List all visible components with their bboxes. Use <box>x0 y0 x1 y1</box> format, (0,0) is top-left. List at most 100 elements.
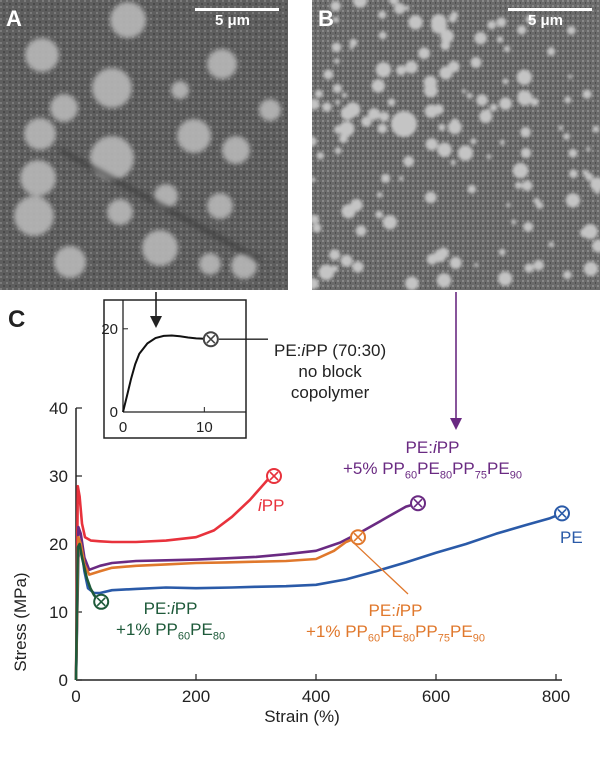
connector-a-arrow <box>150 316 162 328</box>
particle <box>547 47 556 56</box>
particle <box>405 276 419 290</box>
inset-x-tick-label: 0 <box>119 419 127 436</box>
particle <box>485 108 491 114</box>
particle <box>391 111 417 137</box>
particle <box>442 248 448 254</box>
particle <box>424 191 437 204</box>
particle <box>332 16 339 23</box>
particle <box>374 110 379 116</box>
particle <box>497 271 513 286</box>
scale-bar-a <box>195 8 279 11</box>
inset-series-line <box>122 334 211 413</box>
particle <box>563 133 570 140</box>
label-pp-block-5pct: PE:iPP +5% PP60PE80PP75PE90 <box>343 438 522 482</box>
particle <box>329 249 341 261</box>
particle <box>467 184 477 194</box>
y-axis-title: Stress (MPa) <box>11 572 30 671</box>
y-tick-label: 40 <box>49 399 68 418</box>
particle <box>334 125 343 134</box>
particle <box>403 156 415 167</box>
x-tick-label: 800 <box>542 687 570 706</box>
particle <box>476 94 488 106</box>
particle <box>565 193 581 208</box>
inset-chart: 0 10 0 20 <box>101 299 268 439</box>
particle <box>323 69 334 80</box>
particle <box>461 89 467 94</box>
particle <box>474 262 479 268</box>
inset-y-tick-label: 20 <box>101 321 118 338</box>
particle <box>582 89 592 99</box>
particle <box>564 96 572 104</box>
particle <box>332 83 342 94</box>
particle <box>355 225 367 237</box>
particle <box>512 162 529 179</box>
particle <box>586 147 591 152</box>
scale-label-b: 5 μm <box>528 12 564 29</box>
panel-letter-b: B <box>318 6 334 31</box>
particle <box>568 74 573 79</box>
y-tick-label: 30 <box>49 467 68 486</box>
particle <box>437 142 452 158</box>
end-marker-ipp <box>266 468 282 484</box>
particle <box>334 147 342 155</box>
connector-b-arrow <box>450 418 462 430</box>
particle <box>533 260 544 271</box>
x-tick-label: 200 <box>182 687 210 706</box>
micrograph-a: A 5 μm <box>0 0 288 290</box>
particle <box>426 253 438 265</box>
marker-cross <box>96 597 106 607</box>
particle <box>373 83 383 92</box>
micrograph-b-image <box>312 0 600 290</box>
particle <box>592 125 600 133</box>
particle <box>375 210 383 219</box>
particle <box>312 98 320 110</box>
x-tick-label: 400 <box>302 687 330 706</box>
particle <box>520 127 531 138</box>
particle <box>583 261 599 276</box>
series-line-pp_block <box>74 501 419 681</box>
particle <box>466 92 473 99</box>
particle <box>322 102 332 112</box>
panel-letter-c: C <box>8 306 26 333</box>
particle <box>352 261 364 273</box>
particle <box>594 188 600 194</box>
particle <box>563 270 572 280</box>
particle <box>338 134 348 144</box>
particle <box>395 65 407 76</box>
particle <box>349 45 354 50</box>
particle <box>451 118 459 125</box>
particle <box>518 90 523 96</box>
particle <box>582 169 589 176</box>
particle <box>457 145 474 161</box>
end-marker-pp_block <box>410 495 426 512</box>
particle <box>312 177 316 183</box>
particle <box>592 239 600 253</box>
marker-cross <box>413 498 423 508</box>
particle <box>449 123 461 134</box>
particle <box>499 97 512 110</box>
particle <box>496 36 504 43</box>
y-tick-label: 20 <box>49 535 68 554</box>
particle <box>496 17 507 28</box>
particle <box>404 5 410 11</box>
leader-pppe-pppe <box>352 541 409 595</box>
particle <box>439 66 453 80</box>
scale-bar-b <box>508 8 592 11</box>
particle <box>378 31 387 40</box>
particle <box>339 121 355 137</box>
particle <box>520 147 532 159</box>
particle <box>498 248 506 256</box>
particle <box>331 42 342 53</box>
particle <box>436 273 452 288</box>
x-tick-label: 0 <box>71 687 80 706</box>
particle <box>312 278 319 290</box>
label-pp-pe-1pct: PE:iPP +1% PP60PE80 <box>116 599 226 643</box>
particle <box>470 57 482 68</box>
particle <box>530 97 539 107</box>
micrograph-b: B 5 μm <box>312 0 600 290</box>
inset-frame <box>103 299 247 439</box>
particle <box>408 15 423 30</box>
particle <box>568 148 578 158</box>
inset-end-marker <box>202 331 219 348</box>
particle <box>353 0 368 8</box>
